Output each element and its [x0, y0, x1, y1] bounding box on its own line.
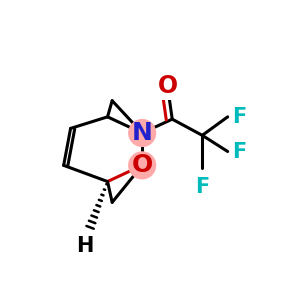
- Text: F: F: [232, 107, 247, 127]
- Text: O: O: [158, 74, 178, 98]
- Text: H: H: [76, 236, 93, 256]
- Text: N: N: [132, 121, 153, 145]
- Text: O: O: [132, 153, 153, 177]
- Circle shape: [129, 152, 156, 179]
- Text: F: F: [195, 177, 209, 197]
- Circle shape: [129, 120, 156, 146]
- Text: F: F: [232, 142, 247, 161]
